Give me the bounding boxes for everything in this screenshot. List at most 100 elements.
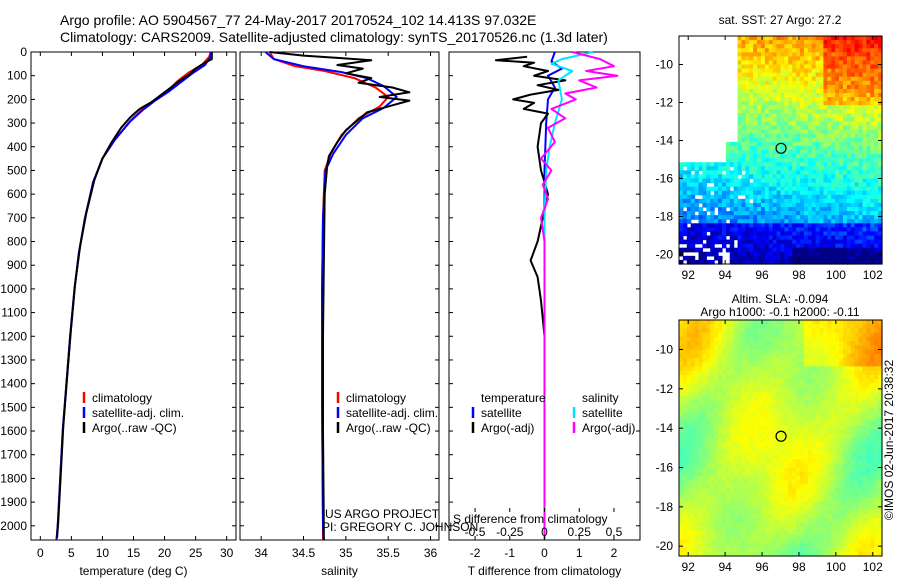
- temperature-x-tick-label: 0: [37, 546, 44, 560]
- sst_map-y-tick-label: -14: [656, 134, 674, 148]
- temperature-x-tick-label: 15: [127, 546, 141, 560]
- y-tick-label: 1400: [0, 377, 27, 391]
- diff-s-tick-label: 0: [541, 525, 548, 539]
- y-tick-label: 600: [7, 187, 27, 201]
- sla-map-title: Altim. SLA: -0.094: [732, 292, 829, 306]
- difference-series-s-argo-adj-: [540, 51, 619, 540]
- diff-temperature-legend-label: Argo(-adj): [481, 421, 534, 435]
- temperature-plot-frame: [30, 51, 237, 541]
- salinity-x-tick-label: 35.5: [377, 546, 401, 560]
- diff-s-tick-label: -0.5: [465, 525, 486, 539]
- sst_map-x-tick-label: 92: [682, 268, 696, 282]
- sla_map-y-tick-label: -10: [656, 343, 674, 357]
- salinity-legend-label: climatology: [346, 391, 406, 405]
- diff-salinity-legend-label: Argo(-adj): [582, 421, 635, 435]
- y-tick-label: 300: [7, 116, 27, 130]
- y-tick-label: 2000: [0, 519, 27, 533]
- diff-temperature-legend-label: satellite: [481, 406, 522, 420]
- project-annotation-line1: US ARGO PROJECT: [325, 507, 440, 521]
- sst_map-x-tick-label: 94: [718, 268, 732, 282]
- y-tick-label: 200: [7, 92, 27, 106]
- diff-s-tick-label: 0.25: [568, 525, 592, 539]
- sst_map-y-tick-label: -10: [656, 58, 674, 72]
- sla_map-x-tick-label: 94: [718, 560, 732, 574]
- salinity-x-axis-label: salinity: [321, 564, 358, 578]
- sla-map-subtitle: Argo h1000: -0.1 h2000: -0.11: [700, 305, 860, 319]
- salinity-legend-label: Argo(..raw -QC): [346, 421, 431, 435]
- y-tick-label: 1300: [0, 353, 27, 367]
- y-tick-label: 700: [7, 211, 27, 225]
- diff-salinity-legend-label: satellite: [582, 406, 623, 420]
- difference-x-tick-label: 1: [576, 546, 583, 560]
- y-tick-label: 900: [7, 258, 27, 272]
- diff-legend-title-salinity: salinity: [582, 391, 619, 405]
- temperature-legend-label: climatology: [92, 391, 152, 405]
- y-tick-label: 400: [7, 140, 27, 154]
- sst_map-y-tick-label: -12: [656, 96, 674, 110]
- diff-s-tick-label: -0.25: [496, 525, 524, 539]
- salinity-x-tick-label: 36: [424, 546, 438, 560]
- figure-title-line2: Climatology: CARS2009. Satellite-adjuste…: [60, 29, 608, 45]
- salinity-series-argo-raw-qc-: [269, 51, 411, 540]
- sla_map-y-tick-label: -20: [656, 539, 674, 553]
- temperature-x-tick-label: 20: [158, 546, 172, 560]
- y-tick-label: 1600: [0, 424, 27, 438]
- diff-s-axis-label: S difference from climatology: [453, 512, 608, 526]
- y-tick-label: 1700: [0, 448, 27, 462]
- salinity-x-tick-label: 35: [339, 546, 353, 560]
- sla_map-x-tick-label: 96: [755, 560, 769, 574]
- sla_map-argo-position-marker: [775, 430, 787, 442]
- diff-s-tick-label: 0.5: [606, 525, 623, 539]
- difference-x-tick-label: 2: [611, 546, 618, 560]
- sst_map-y-tick-label: -20: [656, 248, 674, 262]
- difference-series-t-argo-adj-: [494, 55, 567, 540]
- y-tick-label: 1800: [0, 471, 27, 485]
- difference-x-tick-label: 0: [541, 546, 548, 560]
- temperature-x-tick-label: 30: [220, 546, 234, 560]
- sst_map-frame: [678, 35, 883, 265]
- sst_map-argo-position-marker: [775, 142, 787, 154]
- temperature-x-tick-label: 10: [96, 546, 110, 560]
- temperature-x-tick-label: 25: [189, 546, 203, 560]
- y-tick-label: 0: [20, 45, 27, 59]
- sst_map-x-tick-label: 100: [826, 268, 846, 282]
- sla_map-y-tick-label: -18: [656, 500, 674, 514]
- temperature-x-axis-label: temperature (deg C): [79, 564, 187, 578]
- sla_map-x-tick-label: 98: [792, 560, 806, 574]
- sla_map-heatmap-cells: [679, 320, 883, 557]
- y-tick-label: 1500: [0, 400, 27, 414]
- temperature-legend-label: Argo(..raw -QC): [92, 421, 177, 435]
- sla_map-frame: [678, 319, 883, 557]
- y-tick-label: 1100: [1, 306, 27, 320]
- diff-legend-title-temperature: temperature: [481, 391, 546, 405]
- y-tick-label: 800: [7, 235, 27, 249]
- sst_map-x-tick-label: 96: [755, 268, 769, 282]
- sla_map-y-tick-label: -16: [656, 461, 674, 475]
- sst_map-x-tick-label: 98: [792, 268, 806, 282]
- sst_map-heatmap-cells: [679, 36, 883, 265]
- sla_map-x-tick-label: 100: [826, 560, 846, 574]
- y-tick-label: 500: [7, 163, 27, 177]
- sst_map-y-tick-label: -18: [656, 210, 674, 224]
- sla_map-x-tick-label: 102: [863, 560, 883, 574]
- project-annotation-line2: PI: GREGORY C. JOHNSON: [322, 520, 478, 534]
- salinity-plot-frame: [239, 51, 440, 541]
- salinity-x-tick-label: 34: [254, 546, 268, 560]
- difference-x-tick-label: -1: [504, 546, 515, 560]
- y-tick-label: 1900: [0, 495, 27, 509]
- sst_map-x-tick-label: 102: [863, 268, 883, 282]
- temperature-series-argo-raw-qc-: [56, 52, 213, 538]
- difference-x-axis-label: T difference from climatology: [468, 564, 622, 578]
- salinity-legend-label: satellite-adj. clim.: [346, 406, 438, 420]
- temperature-legend-label: satellite-adj. clim.: [92, 406, 184, 420]
- sla_map-y-tick-label: -12: [656, 382, 674, 396]
- sst-map-title: sat. SST: 27 Argo: 27.2: [719, 13, 842, 27]
- sla_map-y-tick-label: -14: [656, 421, 674, 435]
- sla_map-x-tick-label: 92: [682, 560, 696, 574]
- temperature-x-tick-label: 5: [68, 546, 75, 560]
- y-tick-label: 1200: [0, 329, 27, 343]
- difference-x-tick-label: -2: [470, 546, 481, 560]
- figure-title-line1: Argo profile: AO 5904567_77 24-May-2017 …: [60, 12, 537, 28]
- y-tick-label: 100: [7, 69, 27, 83]
